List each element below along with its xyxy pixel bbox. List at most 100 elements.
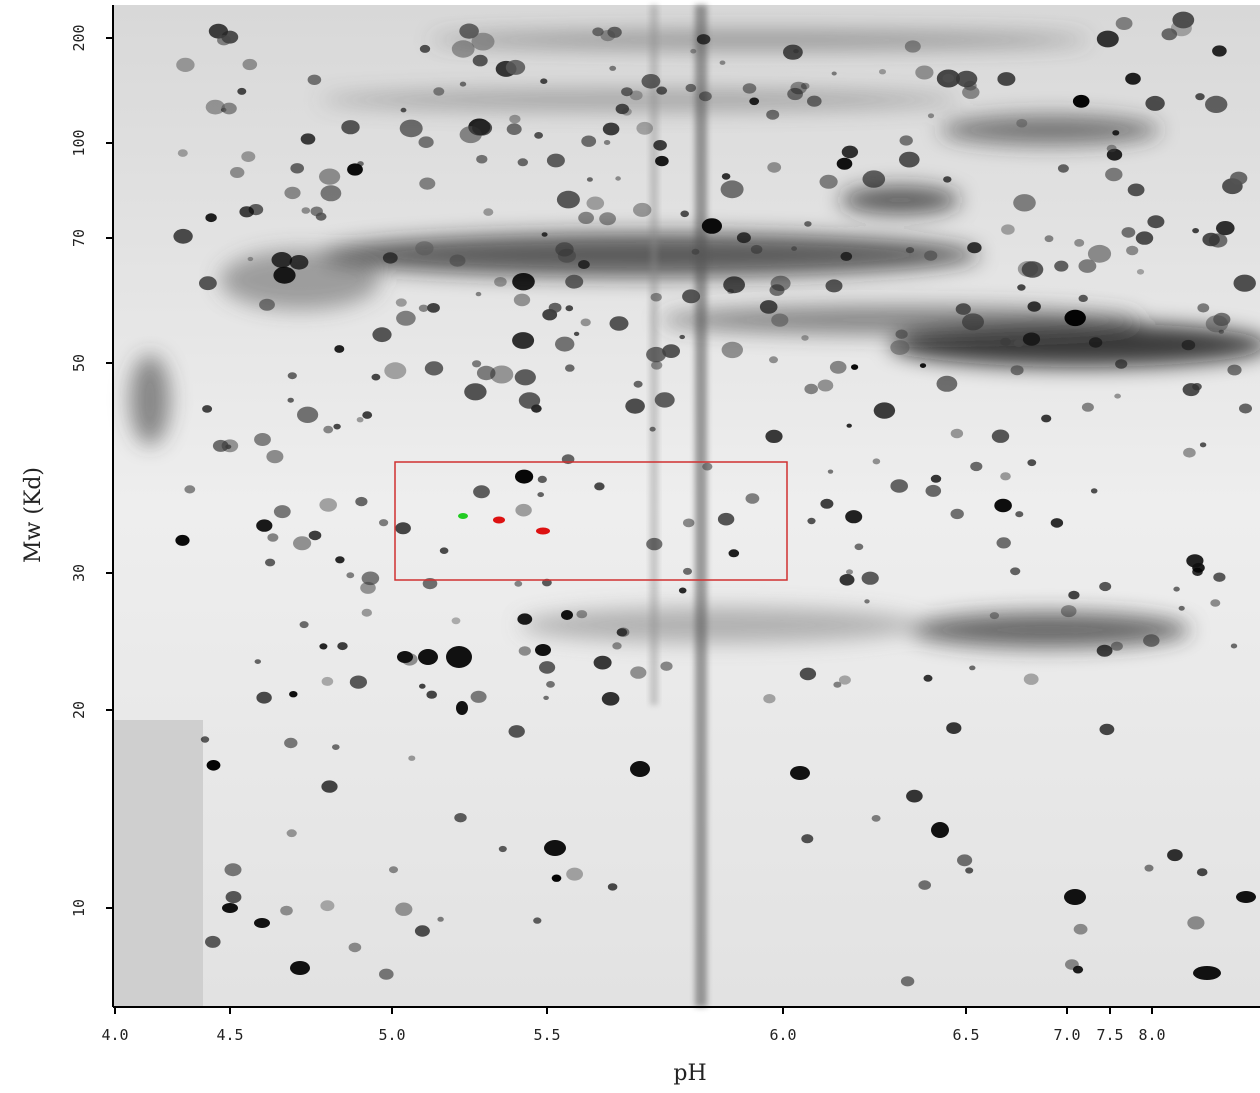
spot [1073,923,1088,935]
x-tick-label: 4.5 [216,1026,243,1044]
spot [838,675,851,685]
spot [662,344,680,358]
spot [349,675,367,689]
spot [801,834,814,844]
spot [419,44,431,53]
spot [633,202,652,217]
spot [418,136,434,148]
spot [1015,511,1024,518]
spot [1144,864,1154,872]
spot [239,206,254,218]
spot [997,72,1016,86]
spot [600,29,616,42]
spot [541,232,548,237]
spot [1187,916,1205,930]
gel-shade [113,720,203,1007]
spot [449,254,466,267]
spot [930,474,942,483]
spot [472,360,482,368]
spot [615,103,629,115]
spot [701,218,723,234]
spot [1143,634,1160,647]
spot [361,608,372,617]
x-tick-label: 6.0 [769,1026,796,1044]
spot [400,107,407,113]
spot [287,372,297,380]
spot [273,505,291,519]
spot [1193,966,1221,980]
spot [580,318,591,327]
spot [721,341,743,359]
spot [307,74,322,86]
spot [829,360,847,374]
spot [991,429,1010,443]
x-tick-label: 5.0 [378,1026,405,1044]
spot [1236,891,1256,903]
spot [333,423,341,430]
spot [679,334,685,340]
spot [517,613,533,625]
spot [320,900,335,912]
spot [1022,332,1041,346]
spot [505,59,526,75]
spot [1068,590,1080,600]
spot [256,519,273,532]
spot [565,305,574,312]
spot [1227,364,1242,376]
spot [355,496,368,507]
spot [871,815,881,822]
spot [533,917,542,924]
spot [1112,130,1120,136]
spot [539,661,556,674]
spot [915,65,934,80]
spot [347,163,363,176]
spot [247,256,254,262]
spot [745,493,760,504]
y-tick-label: 30 [70,564,88,582]
spot [943,176,952,183]
spot [551,874,562,882]
spot [1050,518,1064,528]
spot [879,69,886,75]
spot [284,737,298,749]
spot [609,65,617,71]
spot [341,120,360,135]
spot [395,522,411,535]
spot [1192,383,1202,391]
spot [1197,303,1210,313]
spot [200,736,210,743]
spot [825,279,843,293]
spot [321,780,338,793]
spot [861,571,879,585]
spot [749,97,760,106]
spot [1054,260,1069,272]
spot [494,277,507,287]
y-tick-label: 100 [70,129,88,156]
spot [1239,403,1252,414]
spot [1110,641,1123,651]
spot [1099,723,1115,736]
spot [1205,315,1229,333]
spot [690,48,697,54]
spot [212,439,229,452]
spot [660,661,673,671]
spot [905,247,915,254]
marked-spot [493,516,505,524]
spot [1087,244,1112,263]
spot [267,533,279,542]
spot [817,379,834,392]
spot [586,177,593,182]
spot [456,701,468,715]
spot [199,276,217,291]
spot [534,132,543,139]
spot [566,867,583,881]
spot [819,174,838,189]
spot [769,356,778,364]
spot [573,331,580,336]
spot [221,102,237,115]
spot [1010,365,1024,376]
x-tick-label: 6.5 [952,1026,979,1044]
spot [1096,644,1113,657]
spot [833,681,842,688]
spot [801,335,809,341]
